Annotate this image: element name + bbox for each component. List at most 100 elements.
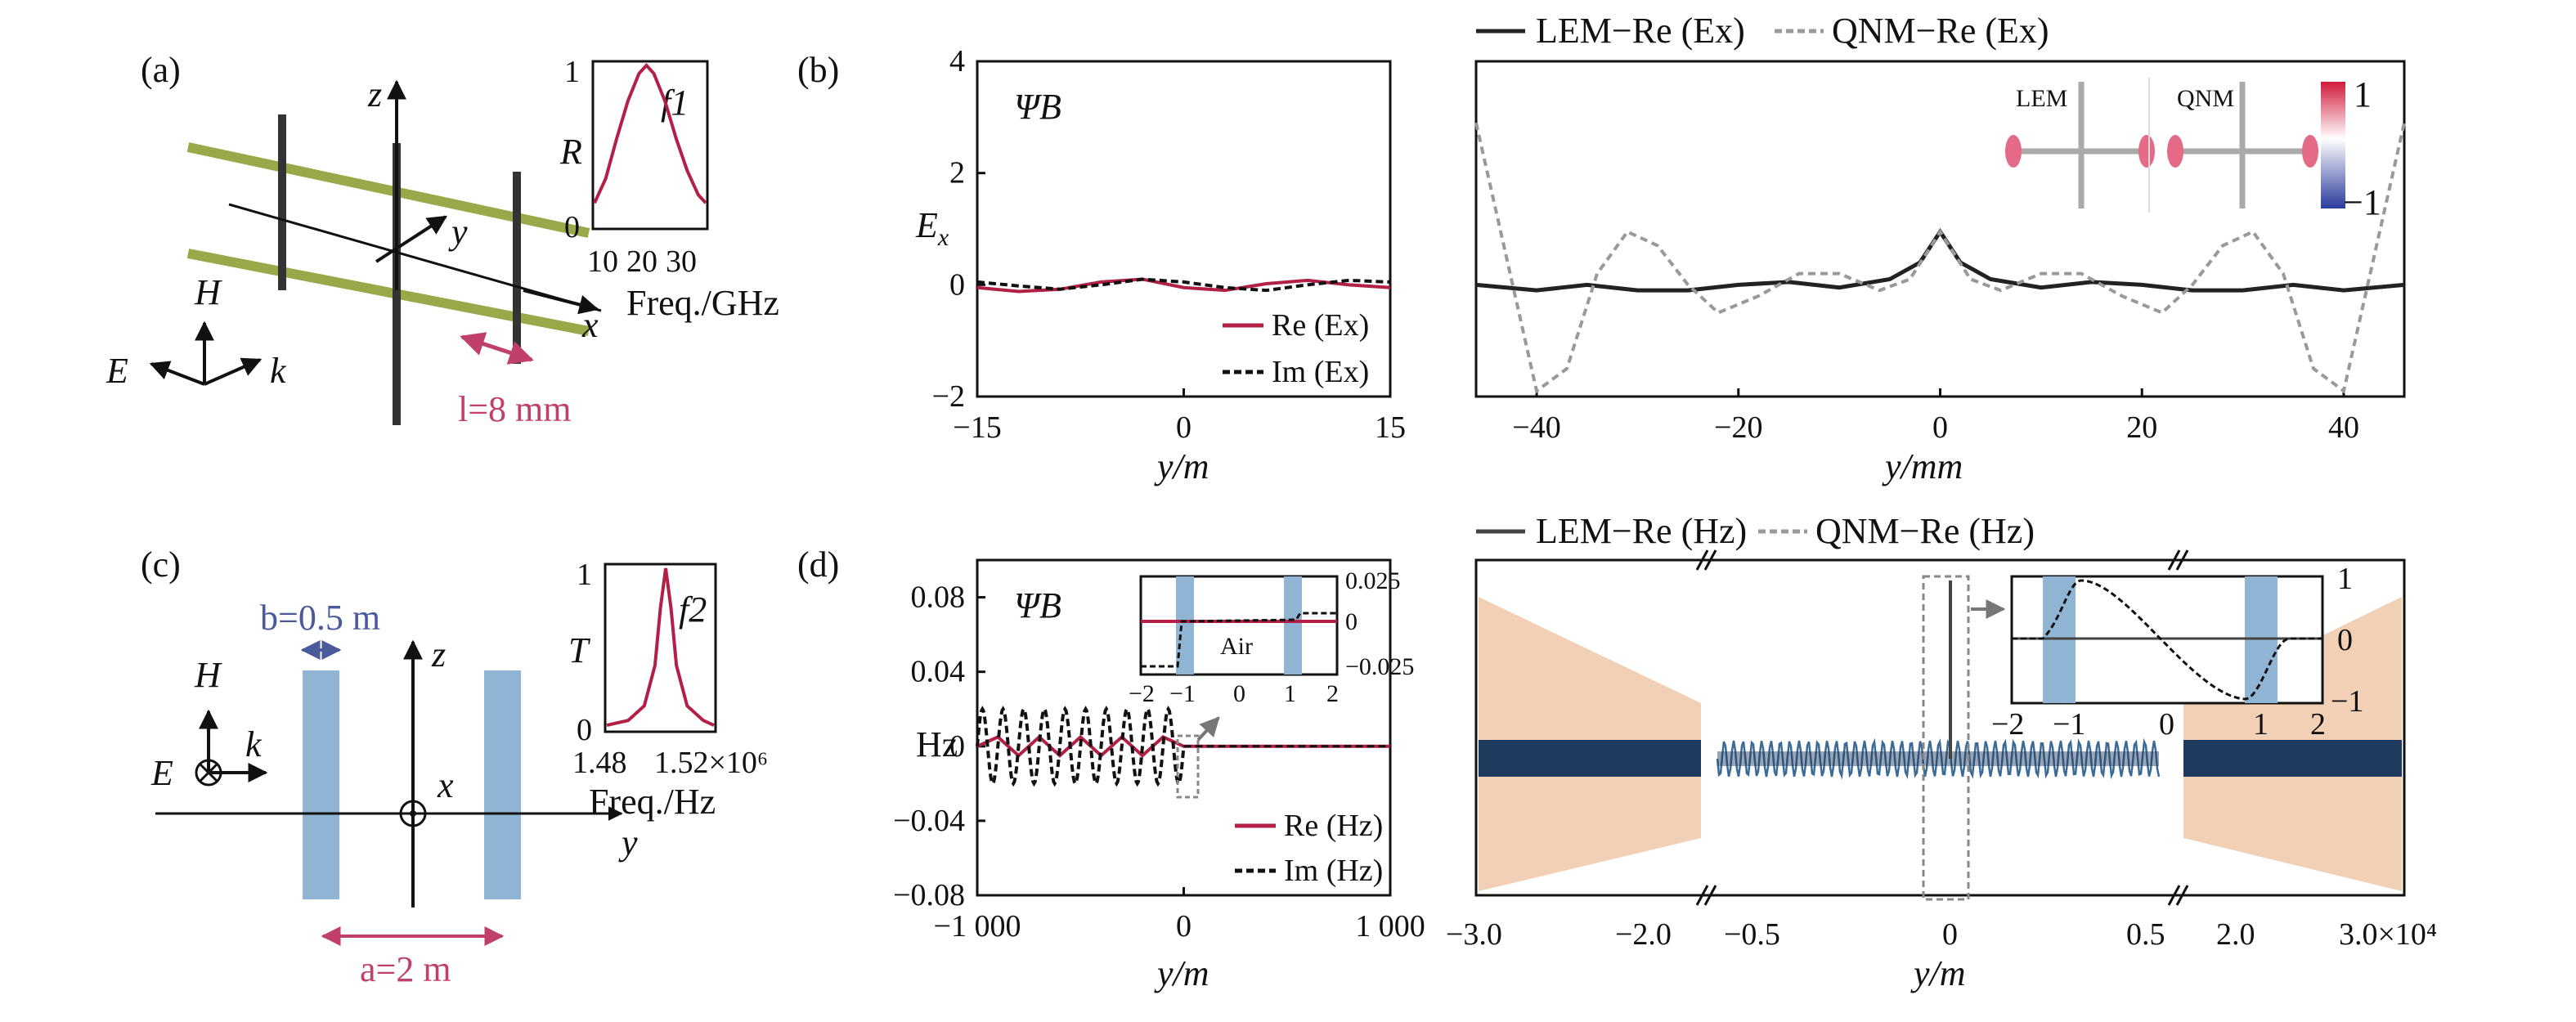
- inset-c-plot: [606, 567, 715, 728]
- e-vector-arrow: [149, 361, 205, 386]
- d-right-xtick-5: 2.0: [2216, 917, 2255, 952]
- inset-a-xtick-30: 30: [666, 244, 697, 279]
- b-colorbar-max: 1: [2354, 74, 2372, 114]
- d-right-xtick-1: −2.0: [1615, 917, 1672, 952]
- inset-a-xlabel: Freq./GHz: [626, 283, 779, 323]
- y-axis-label: y: [448, 212, 468, 252]
- b-left-ytick-1: 0: [949, 267, 965, 302]
- b-left-ytick-2: 2: [949, 156, 965, 191]
- d-left-zoom-box: [1176, 734, 1200, 799]
- d-left-inset-xtick-1: −1: [1169, 680, 1196, 707]
- d-left-ticks: −0.08 −0.04 0 0.04 0.08 −1 000 0 1 000: [893, 580, 1425, 944]
- d-left-inset-xtick-3: 1: [1284, 680, 1296, 707]
- inset-c-xtick-0: 1.48: [572, 746, 627, 780]
- c-h-vector-label: H: [194, 655, 222, 695]
- b-left-ticks: −2 0 2 4 −15 0 15: [932, 44, 1406, 445]
- d-left-legend-im: Im (Hz): [1284, 854, 1383, 888]
- d-right-inset-ytick-0: 0: [2337, 623, 2353, 657]
- inset-c: 1 0 T f2 1.48 1.52×10⁶ Freq./Hz: [568, 558, 768, 822]
- inset-c-ytick-0: 0: [577, 713, 592, 747]
- b-left-ytick-0: −2: [932, 379, 965, 414]
- d-left-xtick-2: 1 000: [1355, 909, 1425, 944]
- d-legend-lem: LEM−Re (Hz): [1536, 511, 1747, 551]
- d-left-ytick-0: −0.08: [893, 878, 965, 912]
- inset-a: 1 0 R f1 10 20 30 Freq./GHz: [559, 55, 779, 323]
- d-left-legend-re: Re (Hz): [1284, 809, 1383, 843]
- c-inset-series-0: [606, 567, 715, 728]
- d-right-inset-xtick-1: 1: [2253, 707, 2269, 742]
- k-vector-label: k: [270, 351, 287, 391]
- a-spacing-label: a=2 m: [360, 949, 451, 989]
- b-right-plot: [1474, 122, 2406, 394]
- inset-a-plot: [593, 63, 707, 204]
- c-x-axis-label: x: [437, 765, 454, 805]
- d-right-lem-oscillation: [1716, 737, 2161, 780]
- d-left-inset: Air 0.025 0 −0.025 −2 −1 0 1 2: [1129, 567, 1414, 707]
- b-colorbar: [2321, 82, 2345, 208]
- b-inset-qnm-label: QNM: [2177, 85, 2234, 112]
- slab-left: [303, 670, 339, 899]
- length-label: l=8 mm: [458, 389, 572, 429]
- d-left-inset-xtick-2: 0: [1233, 680, 1245, 707]
- c-x-axis-symbol: [399, 800, 427, 827]
- d-right-axis-breaks: [1695, 549, 2189, 906]
- inset-c-name: f2: [679, 589, 707, 630]
- b-left-xtick-0: −15: [953, 410, 1001, 445]
- d-right-lem-band-right: [2183, 740, 2402, 777]
- d-right-inset-xtick-m1: −1: [2053, 707, 2085, 742]
- d-left-xtick-0: −1 000: [934, 909, 1021, 944]
- b-left-ytick-3: 4: [949, 44, 965, 78]
- d-left-inset-frame: [1139, 575, 1339, 676]
- x-axis-arrow: [523, 289, 599, 315]
- d-right-inset-xtick-m2: −2: [1991, 707, 2024, 742]
- panel-c-label: (c): [141, 545, 181, 585]
- b-right-xtick-4: 40: [2328, 410, 2359, 445]
- d-right-lem-band-left: [1479, 740, 1701, 777]
- d-left-xlabel: y/m: [1154, 953, 1209, 993]
- b-left-legend-re: Re (Ex): [1272, 308, 1369, 343]
- b-inset-lem-label: LEM: [2016, 85, 2067, 112]
- inset-c-xlabel: Freq./Hz: [589, 782, 716, 822]
- d-left-psi: ΨB: [1014, 585, 1061, 625]
- z-axis-label: z: [367, 74, 382, 114]
- d-right-zoom-box: [1922, 575, 1970, 901]
- inset-a-ytick-1: 1: [564, 55, 580, 89]
- e-vector-label: E: [105, 351, 128, 391]
- b-right-series-0: [1475, 227, 2405, 293]
- b-right-ticks: −40 −20 0 20 40: [1512, 388, 2359, 445]
- d-left-inset-ytick-mid: 0: [1345, 608, 1358, 635]
- b-right-xtick-1: −20: [1714, 410, 1762, 445]
- d-right-xtick-2: −0.5: [1724, 917, 1780, 952]
- y-axis-arrow: [375, 215, 448, 263]
- panel-c: (c) b=0.5 m a=2 m z y x H E k 1 0 T f2 1…: [141, 545, 768, 989]
- inset-c-frame: [604, 563, 717, 733]
- d-legend-qnm: QNM−Re (Hz): [1815, 511, 2035, 551]
- panel-a: (a) z y x l=8 mm H E k 1 0: [105, 50, 779, 429]
- b-right-xtick-2: 0: [1932, 410, 1948, 445]
- inset-a-ytick-0: 0: [564, 210, 580, 244]
- d-left-inset-xtick-4: 2: [1326, 680, 1339, 707]
- d-left-xtick-1: 0: [1176, 909, 1192, 944]
- b-colorbar-min: −1: [2343, 182, 2381, 222]
- c-k-vector-label: k: [245, 724, 263, 764]
- b-right-xlabel: y/mm: [1882, 446, 1963, 486]
- d-right-axes: [1474, 558, 2406, 897]
- d-right-xtick-3: 0: [1942, 917, 1958, 952]
- inset-a-ylabel: R: [559, 132, 582, 172]
- slab-right: [484, 670, 521, 899]
- d-left-ytick-3: 0.04: [911, 655, 966, 689]
- b-right-series-1: [1474, 122, 2406, 394]
- panel-d-label: (d): [797, 545, 839, 585]
- b-left-series-1: [976, 277, 1391, 293]
- b-width-label: b=0.5 m: [260, 598, 380, 638]
- c-z-axis-label: z: [431, 634, 446, 675]
- d-right-xticks: −3.0 −2.0 −0.5 0 0.5 2.0 3.0×10⁴: [1446, 917, 2437, 952]
- d-right-inset: 1 0 −1 −2 −1 0 1 2: [1991, 562, 2363, 742]
- inset-a-xtick-10: 10: [587, 244, 618, 279]
- b-left-psi: ΨB: [1014, 87, 1061, 127]
- d-right-xtick-0: −3.0: [1446, 917, 1502, 952]
- b-right-xtick-3: 20: [2126, 410, 2157, 445]
- d-left-ytick-4: 0.08: [911, 580, 966, 615]
